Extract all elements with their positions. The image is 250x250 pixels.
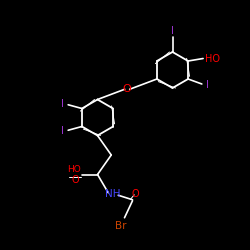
- Text: HO: HO: [205, 54, 220, 64]
- Text: Br: Br: [115, 221, 126, 231]
- Text: I: I: [206, 80, 209, 90]
- Text: I: I: [171, 26, 174, 36]
- Text: NH: NH: [105, 189, 120, 199]
- Text: I: I: [61, 99, 64, 109]
- Text: O: O: [131, 189, 139, 199]
- Text: O: O: [71, 175, 79, 185]
- Text: I: I: [61, 126, 64, 136]
- Text: O: O: [123, 84, 132, 94]
- Text: HO: HO: [67, 164, 81, 173]
